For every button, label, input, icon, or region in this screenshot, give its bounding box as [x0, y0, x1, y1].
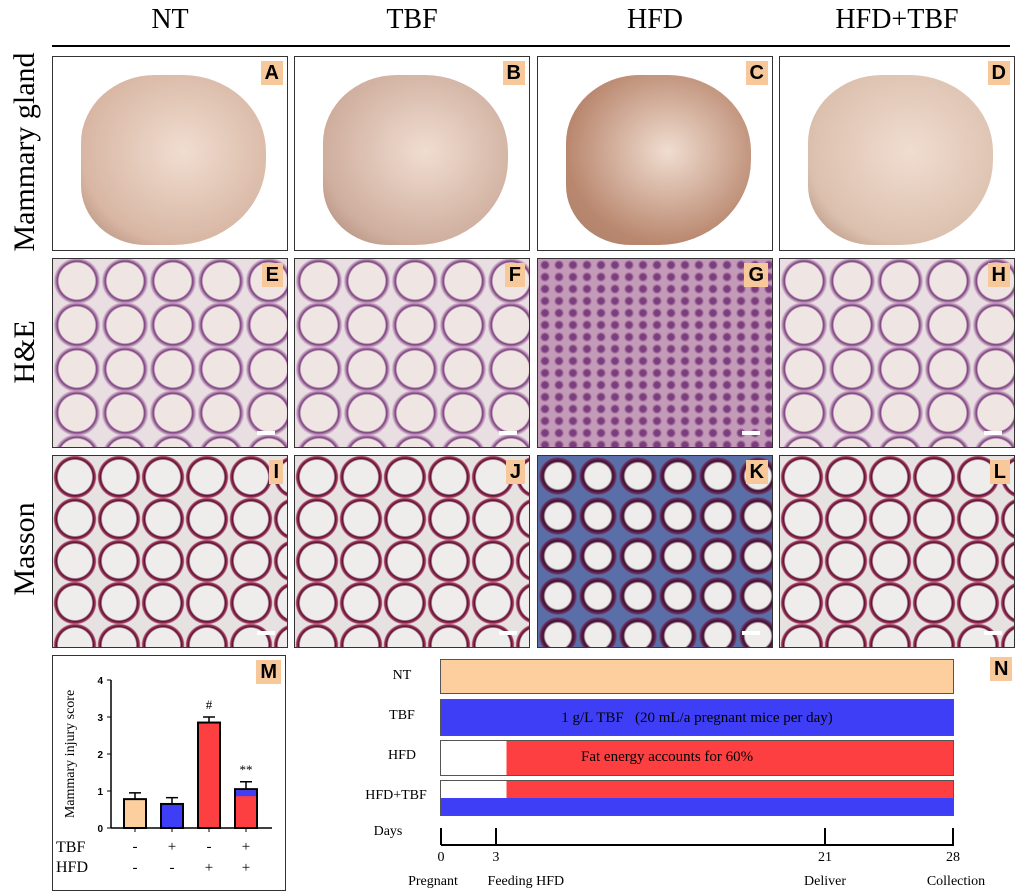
row-label-mammary-gland: Mammary gland [8, 52, 41, 252]
significance-label: # [206, 697, 213, 712]
row-label-he: H&E [8, 320, 41, 384]
timeline-bar-tbf: 1 g/L TBF (20 mL/a pregnant mice per day… [440, 699, 954, 736]
day-tick-label: 28 [946, 850, 960, 865]
tissue-photo [81, 75, 266, 245]
scale-bar [499, 631, 517, 635]
hfd-sign: + [205, 860, 213, 876]
timeline-label-nt: NT [392, 668, 412, 683]
timeline-bar-hfd-tbf [440, 780, 954, 816]
image-panel-d: D [779, 56, 1015, 251]
column-header-hfd-tbf: HFD+TBF [835, 4, 959, 35]
y-tick-label: 4 [97, 676, 103, 687]
injury-score-chart: 0 1 2 3 4 Mammary injury score - - + - # - + ** + + TBF H… [56, 676, 272, 876]
day-tick-mark [824, 828, 826, 845]
y-axis-label: Mammary injury score [63, 690, 78, 818]
header-divider [52, 45, 1010, 47]
image-panel-i: I [52, 455, 288, 648]
panel-m: M [52, 655, 286, 891]
image-panel-e: E [52, 258, 288, 448]
scale-bar [742, 431, 760, 435]
y-tick-label: 3 [97, 713, 103, 724]
day-event-label: Feeding HFD [487, 874, 565, 889]
timeline-bar-nt [440, 659, 954, 694]
tissue-photo [808, 75, 993, 245]
image-panel-f: F [294, 258, 530, 448]
hfd-sign: + [242, 860, 250, 876]
hfd-text: Fat energy accounts for 60% [581, 749, 754, 765]
significance-label: ** [240, 762, 253, 777]
tbf-sign: - [207, 839, 212, 855]
bar-tbf-segment [236, 790, 256, 797]
scale-bar [499, 431, 517, 435]
panel-letter: A [260, 61, 283, 85]
image-panel-j: J [294, 455, 530, 648]
bar [123, 798, 147, 829]
scale-bar [984, 631, 1002, 635]
image-panel-k: K [537, 455, 773, 648]
image-panel-c: C [537, 56, 773, 251]
bar [197, 721, 221, 829]
panel-letter: L [989, 460, 1010, 484]
image-panel-b: B [294, 56, 530, 251]
column-header-nt: NT [151, 4, 189, 35]
day-tick-mark [952, 828, 954, 845]
y-tick-label: 1 [97, 787, 103, 798]
row-label-hfd: HFD [56, 859, 88, 876]
tbf-sign: + [168, 839, 176, 855]
day-tick-mark [440, 828, 442, 845]
panel-letter: F [504, 263, 525, 287]
tissue-photo [323, 75, 508, 245]
day-tick-mark [494, 828, 497, 845]
panel-letter: H [987, 263, 1010, 287]
panel-letter: J [505, 460, 525, 484]
panel-letter: I [269, 460, 283, 484]
day-tick-label: 3 [492, 850, 500, 865]
panel-n-letter: N [990, 657, 1013, 681]
y-tick-label: 0 [97, 824, 103, 835]
timeline-label-hfd: HFD [387, 748, 416, 763]
scale-bar [984, 431, 1002, 435]
hfd-sign: - [170, 860, 175, 876]
scale-bar [257, 631, 275, 635]
timeline-label-hfd-tbf: HFD+TBF [365, 788, 427, 803]
row-label-tbf: TBF [56, 839, 85, 856]
panel-letter: D [987, 61, 1010, 85]
image-panel-l: L [779, 455, 1015, 648]
image-panel-g: G [537, 258, 773, 448]
days-label: Days [373, 824, 403, 839]
panel-letter: B [502, 61, 525, 85]
panel-letter: C [745, 61, 768, 85]
column-header-hfd: HFD [626, 4, 683, 35]
y-tick-label: 2 [97, 750, 103, 761]
panel-letter: G [744, 263, 768, 287]
timeline-bar-hfd: Fat energy accounts for 60% [440, 740, 954, 776]
scale-bar [257, 431, 275, 435]
bar [160, 802, 184, 829]
day-event-label: Pregnant [408, 874, 458, 889]
hfd-sign: - [133, 860, 138, 876]
timeline-label-tbf: TBF [389, 708, 415, 723]
row-label-masson: Masson [8, 502, 41, 596]
image-panel-h: H [779, 258, 1015, 448]
tbf-sign: + [242, 839, 250, 855]
panel-letter: M [256, 660, 281, 684]
panel-letter: E [261, 263, 283, 287]
column-header-tbf: TBF [386, 4, 438, 35]
days-axis [441, 844, 954, 846]
day-event-label: Deliver [804, 874, 846, 889]
tissue-photo [566, 75, 751, 245]
day-tick-label: 0 [437, 850, 445, 865]
image-panel-a: A [52, 56, 288, 251]
day-event-label: Collection [926, 874, 986, 889]
tbf-sign: - [133, 839, 138, 855]
day-tick-label: 21 [818, 850, 832, 865]
panel-letter: K [745, 460, 768, 484]
scale-bar [742, 631, 760, 635]
